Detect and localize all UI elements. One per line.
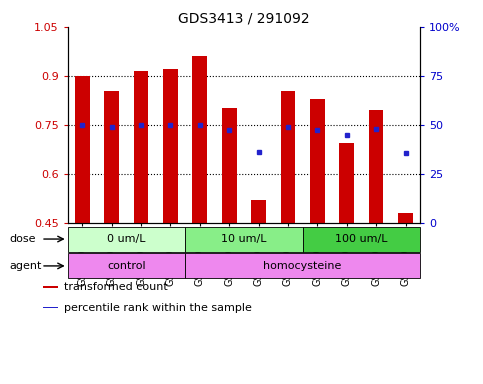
Text: homocysteine: homocysteine [264,261,342,271]
Bar [185,253,420,278]
Text: 0 um/L: 0 um/L [107,234,146,244]
Text: dose: dose [10,234,36,244]
Text: agent: agent [10,261,42,271]
Text: control: control [107,261,146,271]
Bar [303,227,420,252]
Bar [134,71,148,223]
Bar [43,286,58,288]
Bar [68,253,185,278]
Bar [185,227,303,252]
Bar [193,56,207,223]
Bar [398,213,413,223]
Bar [43,307,58,308]
Text: 100 um/L: 100 um/L [335,234,388,244]
Bar [310,99,325,223]
Bar [340,143,354,223]
Bar [281,91,295,223]
Bar [251,200,266,223]
Bar [75,76,90,223]
Title: GDS3413 / 291092: GDS3413 / 291092 [178,12,310,26]
Text: transformed count: transformed count [64,282,168,292]
Bar [222,109,237,223]
Bar [104,91,119,223]
Bar [163,70,178,223]
Bar [369,110,384,223]
Text: percentile rank within the sample: percentile rank within the sample [64,303,252,313]
Bar [68,227,185,252]
Text: 10 um/L: 10 um/L [221,234,267,244]
